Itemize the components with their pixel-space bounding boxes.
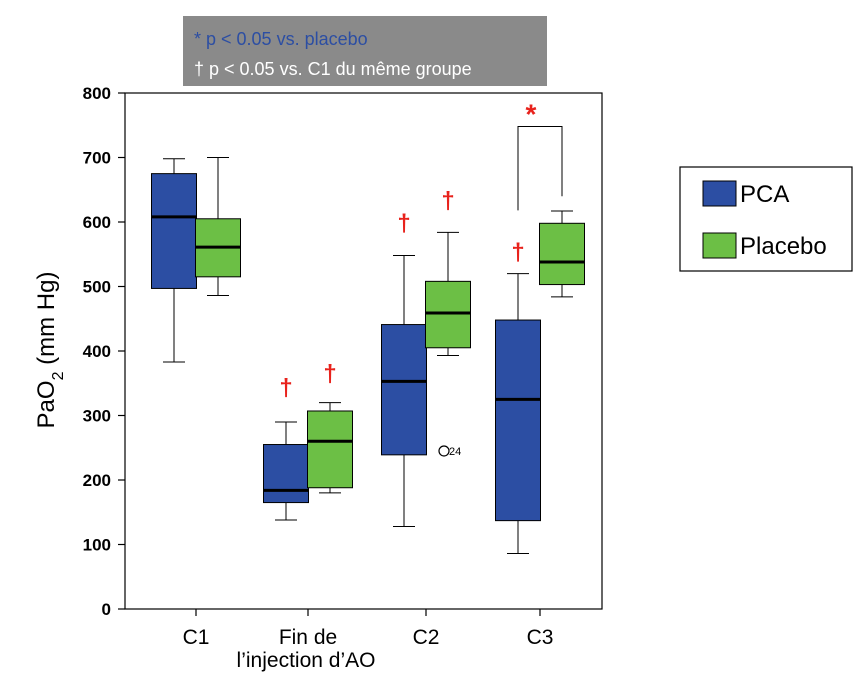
notes-background: [183, 16, 547, 86]
significance-notes: * p < 0.05 vs. placebo † p < 0.05 vs. C1…: [183, 16, 547, 86]
y-axis-title-sub: 2: [50, 371, 67, 380]
significance-bracket: [517, 126, 563, 211]
y-axis-title: PaO2 (mm Hg): [33, 272, 67, 429]
box-iqr: [381, 324, 427, 456]
y-tick-label: 300: [83, 407, 111, 426]
box-pca-0: [151, 158, 197, 363]
y-tick-label: 800: [83, 84, 111, 103]
x-category-label: C1: [183, 626, 210, 649]
box-placebo-0: [195, 157, 241, 297]
box-iqr: [425, 280, 471, 349]
box-placebo-1: [307, 402, 353, 494]
legend-swatch-placebo: [702, 232, 737, 259]
box-series: [151, 157, 585, 555]
x-axis: C1 Fin de C2 C3: [183, 609, 554, 649]
legend: PCA Placebo: [679, 166, 853, 272]
box-iqr: [539, 222, 585, 286]
y-tick-label: 0: [102, 600, 111, 619]
y-tick-label: 500: [83, 278, 111, 297]
x-category-label: C3: [527, 626, 554, 649]
y-tick-label: 600: [83, 213, 111, 232]
box-iqr: [263, 444, 309, 504]
legend-label-pca: PCA: [740, 181, 789, 208]
box-iqr: [151, 173, 197, 289]
outlier-label: 24: [449, 446, 461, 458]
outlier-point: [438, 445, 450, 457]
y-axis-title-rest: (mm Hg): [33, 272, 60, 372]
note-line-star: * p < 0.05 vs. placebo: [194, 29, 368, 49]
category-sublabel: l’injection d’AO: [237, 649, 376, 672]
y-tick-label: 700: [83, 149, 111, 168]
significance-annotations: 24 † † † † † *: [279, 99, 563, 458]
note-line-dagger: † p < 0.05 vs. C1 du même groupe: [194, 59, 472, 79]
box-iqr: [495, 319, 541, 522]
dagger-marker: †: [397, 210, 410, 237]
box-placebo-2: [425, 231, 471, 357]
y-axis-title-main: PaO: [33, 380, 60, 428]
dagger-marker: †: [323, 360, 336, 387]
box-placebo-3: [539, 210, 585, 298]
y-axis: 0 100 200 300 400 500 600 700 800: [83, 84, 125, 619]
x-category-label: C2: [413, 626, 440, 649]
star-marker: *: [526, 99, 537, 130]
y-tick-label: 200: [83, 471, 111, 490]
box-pca-1: [263, 421, 309, 521]
dagger-marker: †: [441, 187, 454, 214]
legend-swatch-pca: [702, 180, 737, 207]
y-tick-label: 400: [83, 342, 111, 361]
box-iqr: [307, 410, 353, 489]
box-pca-2: [381, 255, 427, 527]
box-pca-3: [495, 273, 541, 555]
legend-label-placebo: Placebo: [740, 233, 827, 260]
x-category-label: Fin de: [279, 626, 337, 649]
dagger-marker: †: [511, 239, 524, 266]
y-tick-label: 100: [83, 536, 111, 555]
dagger-marker: †: [279, 374, 292, 401]
